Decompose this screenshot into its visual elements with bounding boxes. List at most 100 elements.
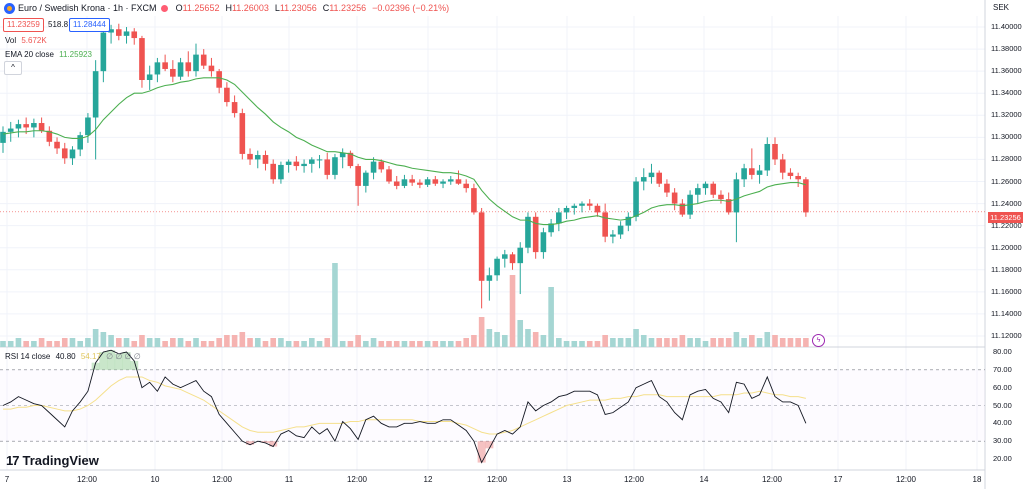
volume-bar xyxy=(100,332,107,347)
candle-body xyxy=(77,135,83,150)
volume-bar xyxy=(339,341,346,347)
time-tick-label: 12:00 xyxy=(623,475,645,484)
candle-body xyxy=(0,131,6,143)
volume-bar xyxy=(741,338,747,347)
candle-body xyxy=(216,71,222,88)
volume-bar xyxy=(656,338,662,347)
volume-bar xyxy=(633,329,639,347)
candle-body xyxy=(517,247,524,264)
sell-price-button[interactable]: 11.23259 xyxy=(3,18,44,32)
candle-body xyxy=(270,163,276,180)
volume-bar xyxy=(131,341,138,347)
time-tick-label: 11 xyxy=(284,475,294,484)
candle-body xyxy=(31,123,37,128)
tradingview-logo[interactable]: 17 TradingView xyxy=(6,453,99,468)
rsi-value: 40.80 xyxy=(55,352,76,361)
buy-price-button[interactable]: 11.28444 xyxy=(69,18,110,32)
rsi-oversold-fill xyxy=(261,441,270,443)
ema-value: 11.25923 xyxy=(59,50,92,59)
volume-bar xyxy=(262,341,269,347)
candle-body xyxy=(316,159,323,161)
price-tick-label: 11.28000 xyxy=(991,154,1022,164)
lightning-alert-icon[interactable]: ϟ xyxy=(812,334,825,347)
volume-bar xyxy=(347,341,354,347)
candle-body xyxy=(455,179,462,184)
candle-body xyxy=(123,31,130,36)
candle-body xyxy=(131,31,138,39)
volume-bar xyxy=(718,338,724,347)
candle-body xyxy=(695,188,701,195)
volume-bar xyxy=(247,338,253,347)
candle-body xyxy=(339,152,346,158)
candle-body xyxy=(162,62,168,69)
collapse-legend-button[interactable]: ^ xyxy=(4,61,22,75)
candle-body xyxy=(208,65,215,72)
rsi-legend[interactable]: RSI 14 close 40.80 54.17 ∅ ∅ ∅ ∅ xyxy=(5,352,141,361)
volume-bar xyxy=(231,335,238,347)
volume-legend[interactable]: Vol 5.672K xyxy=(5,36,47,45)
logo-text: TradingView xyxy=(22,453,99,468)
candle-body xyxy=(85,117,91,136)
candle-body xyxy=(556,212,562,224)
currency-label[interactable]: SEK xyxy=(993,3,1010,12)
volume-bar xyxy=(193,338,199,347)
volume-bar xyxy=(679,335,686,347)
symbol-title[interactable]: Euro / Swedish Krona · 1h · FXCM xyxy=(18,3,157,13)
candle-body xyxy=(463,183,469,189)
candle-body xyxy=(664,183,670,193)
rsi-tick-label: 80.00 xyxy=(993,347,1012,356)
volume-bar xyxy=(146,338,153,347)
rsi-tick-label: 50.00 xyxy=(993,400,1012,410)
candle-body xyxy=(648,172,655,178)
price-tick-label: 11.26000 xyxy=(991,176,1022,186)
rsi-overbought-fill xyxy=(122,352,131,370)
price-tick-label: 11.12000 xyxy=(991,330,1022,340)
candle-body xyxy=(617,225,624,235)
candle-body xyxy=(679,203,686,215)
ohlc-value: −0.02396 (−0.21%) xyxy=(372,3,450,13)
candle-body xyxy=(386,169,392,182)
candle-body xyxy=(401,179,408,186)
volume-bar xyxy=(123,338,130,347)
candle-body xyxy=(540,232,547,253)
candle-body xyxy=(610,234,616,237)
market-status-icon[interactable] xyxy=(160,4,168,12)
volume-bar xyxy=(270,338,276,347)
rsi-tick-label: 70.00 xyxy=(993,364,1012,374)
candle-body xyxy=(100,32,107,72)
volume-value: 5.672K xyxy=(21,36,47,45)
candle-body xyxy=(54,141,60,149)
ohlc-value: 11.23256 xyxy=(329,3,367,13)
rsi-tick-label: 20.00 xyxy=(993,454,1012,463)
volume-bar xyxy=(239,332,246,347)
rsi-overbought-fill xyxy=(99,352,108,370)
time-tick-label: 7 xyxy=(4,475,10,484)
ema-legend[interactable]: EMA 20 close 11.25923 xyxy=(5,50,92,59)
volume-bar xyxy=(455,341,462,347)
volume-bar xyxy=(432,341,439,347)
volume-bar xyxy=(602,335,608,347)
candle-body xyxy=(23,124,29,128)
candle-body xyxy=(502,254,508,259)
candle-body xyxy=(509,254,516,264)
volume-bar xyxy=(185,341,192,347)
ohlc-values: O11.25652 H11.26003 L11.23056 C11.23256 −0.0… xyxy=(174,3,454,13)
volume-bar xyxy=(463,338,469,347)
price-tick-label: 11.22000 xyxy=(991,220,1022,230)
candle-body xyxy=(185,62,192,72)
time-tick-label: 17 xyxy=(833,475,843,484)
volume-bar xyxy=(409,341,415,347)
volume-label: Vol xyxy=(5,36,17,45)
rsi-oversold-fill xyxy=(246,441,255,445)
volume-bar xyxy=(803,338,809,347)
candle-body xyxy=(787,172,794,176)
price-tick-label: 11.24000 xyxy=(991,198,1022,208)
candle-body xyxy=(409,179,415,183)
ohlc-key: O xyxy=(175,3,183,13)
volume-bar xyxy=(23,341,29,347)
rsi-tick-label: 30.00 xyxy=(993,436,1012,446)
volume-bar xyxy=(440,341,446,347)
candle-body xyxy=(278,164,284,180)
volume-bar xyxy=(532,332,539,347)
